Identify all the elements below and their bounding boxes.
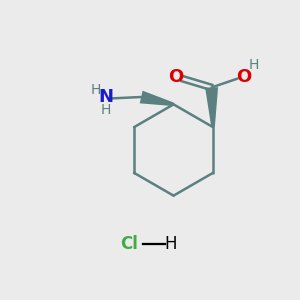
Text: H: H bbox=[164, 235, 177, 253]
Text: N: N bbox=[98, 88, 113, 106]
Text: O: O bbox=[236, 68, 252, 86]
Text: H: H bbox=[248, 58, 259, 72]
Polygon shape bbox=[140, 91, 174, 106]
Text: H: H bbox=[100, 103, 111, 117]
Text: H: H bbox=[90, 82, 101, 97]
Polygon shape bbox=[205, 87, 218, 127]
Text: Cl: Cl bbox=[121, 235, 138, 253]
Text: O: O bbox=[168, 68, 183, 86]
